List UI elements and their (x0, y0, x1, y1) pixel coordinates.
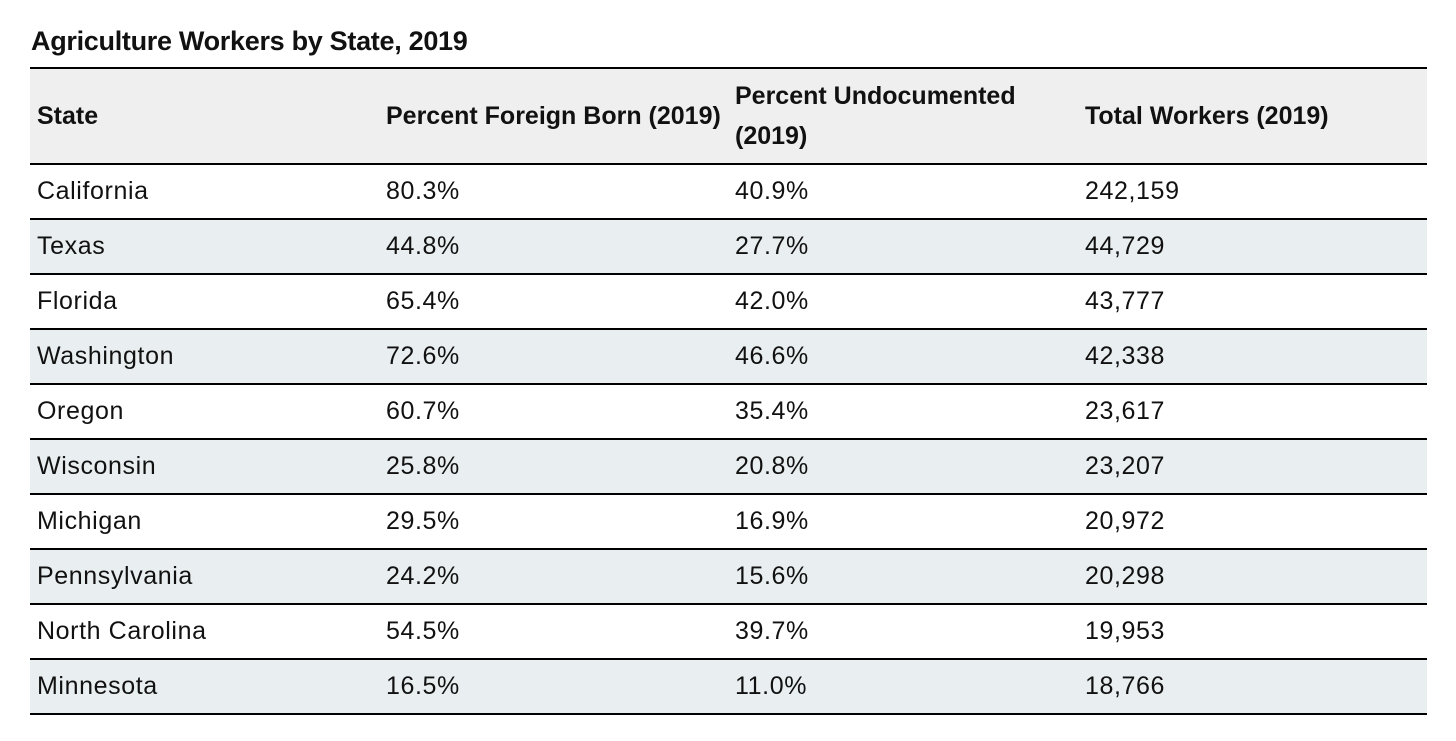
cell-state: Pennsylvania (30, 549, 379, 605)
cell-percent-undocumented: 42.0% (728, 274, 1078, 330)
cell-percent-undocumented: 15.6% (728, 549, 1078, 605)
cell-percent-foreign-born: 29.5% (379, 494, 728, 550)
cell-percent-undocumented: 46.6% (728, 329, 1078, 385)
cell-state: North Carolina (30, 604, 379, 660)
cell-percent-foreign-born: 16.5% (379, 659, 728, 715)
table-row: California 80.3% 40.9% 242,159 (30, 164, 1427, 220)
table-row: Michigan 29.5% 16.9% 20,972 (30, 494, 1427, 550)
cell-total-workers: 19,953 (1078, 604, 1427, 660)
table-row: Pennsylvania 24.2% 15.6% 20,298 (30, 549, 1427, 605)
table-body: California 80.3% 40.9% 242,159 Texas 44.… (30, 164, 1427, 715)
cell-percent-foreign-born: 60.7% (379, 384, 728, 440)
cell-total-workers: 20,972 (1078, 494, 1427, 550)
cell-percent-foreign-born: 44.8% (379, 219, 728, 275)
table-row: Florida 65.4% 42.0% 43,777 (30, 274, 1427, 330)
cell-percent-undocumented: 11.0% (728, 659, 1078, 715)
header-row: State Percent Foreign Born (2019) Percen… (30, 67, 1427, 165)
cell-percent-foreign-born: 54.5% (379, 604, 728, 660)
cell-percent-undocumented: 27.7% (728, 219, 1078, 275)
cell-total-workers: 23,207 (1078, 439, 1427, 495)
cell-percent-undocumented: 20.8% (728, 439, 1078, 495)
table-row: Minnesota 16.5% 11.0% 18,766 (30, 659, 1427, 715)
table-row: North Carolina 54.5% 39.7% 19,953 (30, 604, 1427, 660)
cell-state: Wisconsin (30, 439, 379, 495)
cell-percent-foreign-born: 24.2% (379, 549, 728, 605)
cell-total-workers: 44,729 (1078, 219, 1427, 275)
cell-percent-foreign-born: 65.4% (379, 274, 728, 330)
cell-percent-undocumented: 39.7% (728, 604, 1078, 660)
cell-total-workers: 242,159 (1078, 164, 1427, 220)
table-row: Oregon 60.7% 35.4% 23,617 (30, 384, 1427, 440)
column-header-state: State (30, 67, 379, 165)
cell-percent-undocumented: 40.9% (728, 164, 1078, 220)
cell-state: California (30, 164, 379, 220)
table-header: State Percent Foreign Born (2019) Percen… (30, 67, 1427, 165)
cell-percent-foreign-born: 80.3% (379, 164, 728, 220)
cell-percent-foreign-born: 25.8% (379, 439, 728, 495)
cell-total-workers: 42,338 (1078, 329, 1427, 385)
cell-percent-undocumented: 16.9% (728, 494, 1078, 550)
cell-state: Florida (30, 274, 379, 330)
cell-state: Texas (30, 219, 379, 275)
cell-total-workers: 43,777 (1078, 274, 1427, 330)
data-table: State Percent Foreign Born (2019) Percen… (30, 67, 1427, 715)
table-row: Texas 44.8% 27.7% 44,729 (30, 219, 1427, 275)
cell-state: Michigan (30, 494, 379, 550)
table-row: Washington 72.6% 46.6% 42,338 (30, 329, 1427, 385)
cell-percent-undocumented: 35.4% (728, 384, 1078, 440)
cell-state: Washington (30, 329, 379, 385)
table-row: Wisconsin 25.8% 20.8% 23,207 (30, 439, 1427, 495)
cell-state: Minnesota (30, 659, 379, 715)
cell-state: Oregon (30, 384, 379, 440)
column-header-percent-foreign-born: Percent Foreign Born (2019) (379, 67, 728, 165)
cell-percent-foreign-born: 72.6% (379, 329, 728, 385)
cell-total-workers: 20,298 (1078, 549, 1427, 605)
table-title: Agriculture Workers by State, 2019 (31, 26, 468, 56)
cell-total-workers: 18,766 (1078, 659, 1427, 715)
column-header-total-workers: Total Workers (2019) (1078, 67, 1427, 165)
column-header-percent-undocumented: Percent Undocumented (2019) (728, 67, 1078, 165)
cell-total-workers: 23,617 (1078, 384, 1427, 440)
